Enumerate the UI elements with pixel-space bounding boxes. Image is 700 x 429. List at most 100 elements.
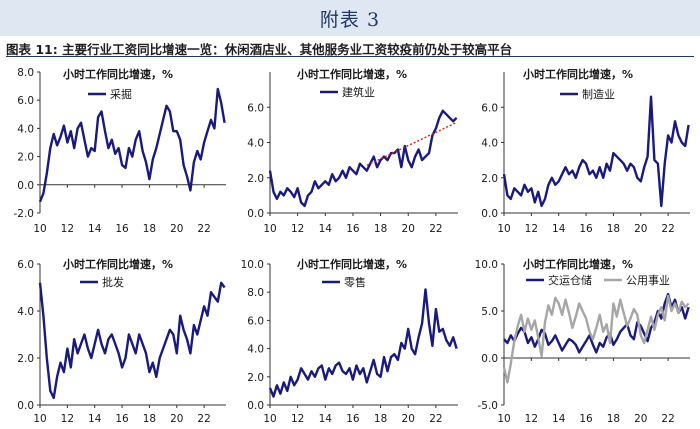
y-tick-label: 6.0 — [247, 315, 264, 327]
series-line — [502, 95, 690, 208]
y-tick-label: 2.0 — [481, 173, 498, 185]
y-tick-label: 4.0 — [481, 138, 498, 150]
x-tick-label: 20 — [170, 413, 183, 425]
y-tick-label: 6.0 — [17, 259, 34, 271]
x-tick-label: 20 — [170, 223, 183, 235]
y-tick-label: 4.0 — [247, 138, 264, 150]
y-tick-label: 2.0 — [247, 372, 264, 384]
legend-label: 制造业 — [582, 87, 615, 101]
x-tick-label: 10 — [263, 223, 276, 235]
x-tick-label: 12 — [291, 223, 304, 235]
x-tick-label: 22 — [661, 413, 674, 425]
x-tick-label: 20 — [634, 413, 647, 425]
chart-title: 小时工作同比增速，% — [522, 257, 633, 271]
y-tick-label: 2.0 — [247, 173, 264, 185]
x-tick-label: 14 — [88, 413, 102, 425]
x-tick-label: 20 — [634, 223, 647, 235]
y-tick-label: -2.0 — [14, 208, 35, 220]
legend-label: 公用事业 — [626, 274, 670, 287]
y-tick-label: 4.0 — [17, 306, 34, 318]
y-tick-label: 0.0 — [481, 208, 498, 220]
caption-rule — [6, 56, 694, 57]
trend-line — [366, 122, 456, 167]
y-tick-label: 10.0 — [241, 259, 264, 271]
x-tick-label: 22 — [661, 223, 674, 235]
y-tick-label: 6.0 — [247, 102, 264, 114]
x-tick-label: 22 — [197, 413, 210, 425]
appendix-header: 附表 3 — [0, 0, 700, 36]
series-line — [268, 109, 458, 208]
chart-manufacturing: 0.0 2.0 4.0 6.0 10 12 14 16 18 20 22 小时工作同比增速，% 制造业 — [481, 67, 690, 235]
y-tick-label: 10.0 — [475, 259, 498, 271]
x-tick-label: 20 — [402, 223, 415, 235]
x-tick-label: 22 — [429, 223, 442, 235]
x-tick-label: 14 — [319, 223, 333, 235]
x-tick-label: 22 — [197, 223, 210, 235]
y-tick-label: 0.0 — [247, 400, 264, 412]
legend-label: 建筑业 — [342, 85, 375, 99]
x-tick-label: 10 — [497, 413, 510, 425]
x-tick-label: 16 — [579, 223, 593, 235]
chart-construction: 0.0 2.0 4.0 6.0 10 12 14 16 18 20 22 小时工作同比增速，% 建筑业 — [247, 67, 458, 235]
chart-title: 小时工作同比增速，% — [522, 67, 633, 81]
x-tick-label: 10 — [33, 223, 46, 235]
y-tick-label: 8.0 — [247, 287, 264, 299]
chart-title: 小时工作同比增速，% — [296, 257, 407, 271]
figure-title: 主要行业工资同比增速一览：休闲酒店业、其他服务业工资较疫前仍处于较高平台 — [62, 42, 513, 57]
y-tick-label: 0.0 — [17, 400, 34, 412]
y-tick-label: 8.0 — [17, 67, 34, 79]
chart-wholesale: 0.0 2.0 4.0 6.0 10 12 14 16 18 20 22 小时工作同比增速，% 批发 — [17, 257, 226, 425]
x-tick-label: 14 — [88, 223, 102, 235]
x-tick-label: 16 — [346, 413, 360, 425]
x-tick-label: 18 — [607, 413, 620, 425]
x-tick-label: 14 — [552, 413, 566, 425]
x-tick-label: 10 — [33, 413, 46, 425]
series-line — [503, 292, 690, 354]
x-tick-label: 16 — [115, 413, 129, 425]
x-tick-label: 16 — [346, 223, 360, 235]
series-line — [38, 281, 226, 400]
y-tick-label: 4.0 — [247, 344, 264, 356]
y-tick-label: -5.0 — [478, 400, 499, 412]
chart-title: 小时工作同比增速，% — [62, 67, 173, 81]
x-tick-label: 18 — [143, 223, 156, 235]
x-tick-label: 18 — [607, 223, 620, 235]
series-line — [268, 288, 458, 398]
chart-retail: 0.0 2.0 4.0 6.0 8.0 10.0 10 12 14 16 18 20 22 小时工作同比增… — [241, 257, 458, 425]
x-tick-label: 12 — [525, 223, 538, 235]
appendix-title: 附表 3 — [319, 8, 381, 31]
y-tick-label: 6.0 — [17, 95, 34, 107]
y-tick-label: 0.0 — [17, 180, 34, 192]
figure-caption: 图表 11: 主要行业工资同比增速一览：休闲酒店业、其他服务业工资较疫前仍处于较… — [6, 39, 512, 58]
x-tick-label: 12 — [291, 413, 304, 425]
x-tick-label: 18 — [143, 413, 156, 425]
y-tick-label: 6.0 — [481, 102, 498, 114]
y-tick-label: 0.0 — [481, 353, 498, 365]
y-tick-label: 5.0 — [481, 306, 498, 318]
x-tick-label: 18 — [374, 413, 387, 425]
chart-transport-utilities: -5.0 0.0 5.0 10.0 10 12 14 16 18 20 22 小时工作同比增速，% 交运… — [475, 257, 690, 425]
x-tick-label: 10 — [263, 413, 276, 425]
series-line — [38, 87, 226, 203]
x-tick-label: 10 — [497, 223, 510, 235]
x-tick-label: 12 — [525, 413, 538, 425]
legend-label: 批发 — [102, 275, 124, 289]
chart-mining: -2.0 0.0 2.0 4.0 6.0 8.0 10 12 14 16 18 20 22 小时工作同比增… — [14, 67, 226, 235]
x-tick-label: 14 — [552, 223, 566, 235]
y-tick-label: 4.0 — [17, 123, 34, 135]
legend-label: 零售 — [344, 275, 366, 289]
y-tick-label: 2.0 — [17, 353, 34, 365]
x-tick-label: 22 — [429, 413, 442, 425]
x-tick-label: 12 — [61, 413, 74, 425]
legend-label: 交运仓储 — [548, 273, 592, 287]
y-tick-label: 2.0 — [17, 152, 34, 164]
x-tick-label: 16 — [115, 223, 129, 235]
x-tick-label: 20 — [402, 413, 415, 425]
series-line — [502, 294, 690, 384]
legend-label: 采掘 — [110, 87, 132, 101]
x-tick-label: 12 — [61, 223, 74, 235]
x-tick-label: 16 — [579, 413, 593, 425]
x-tick-label: 14 — [319, 413, 333, 425]
x-tick-label: 18 — [374, 223, 387, 235]
y-tick-label: 0.0 — [247, 208, 264, 220]
